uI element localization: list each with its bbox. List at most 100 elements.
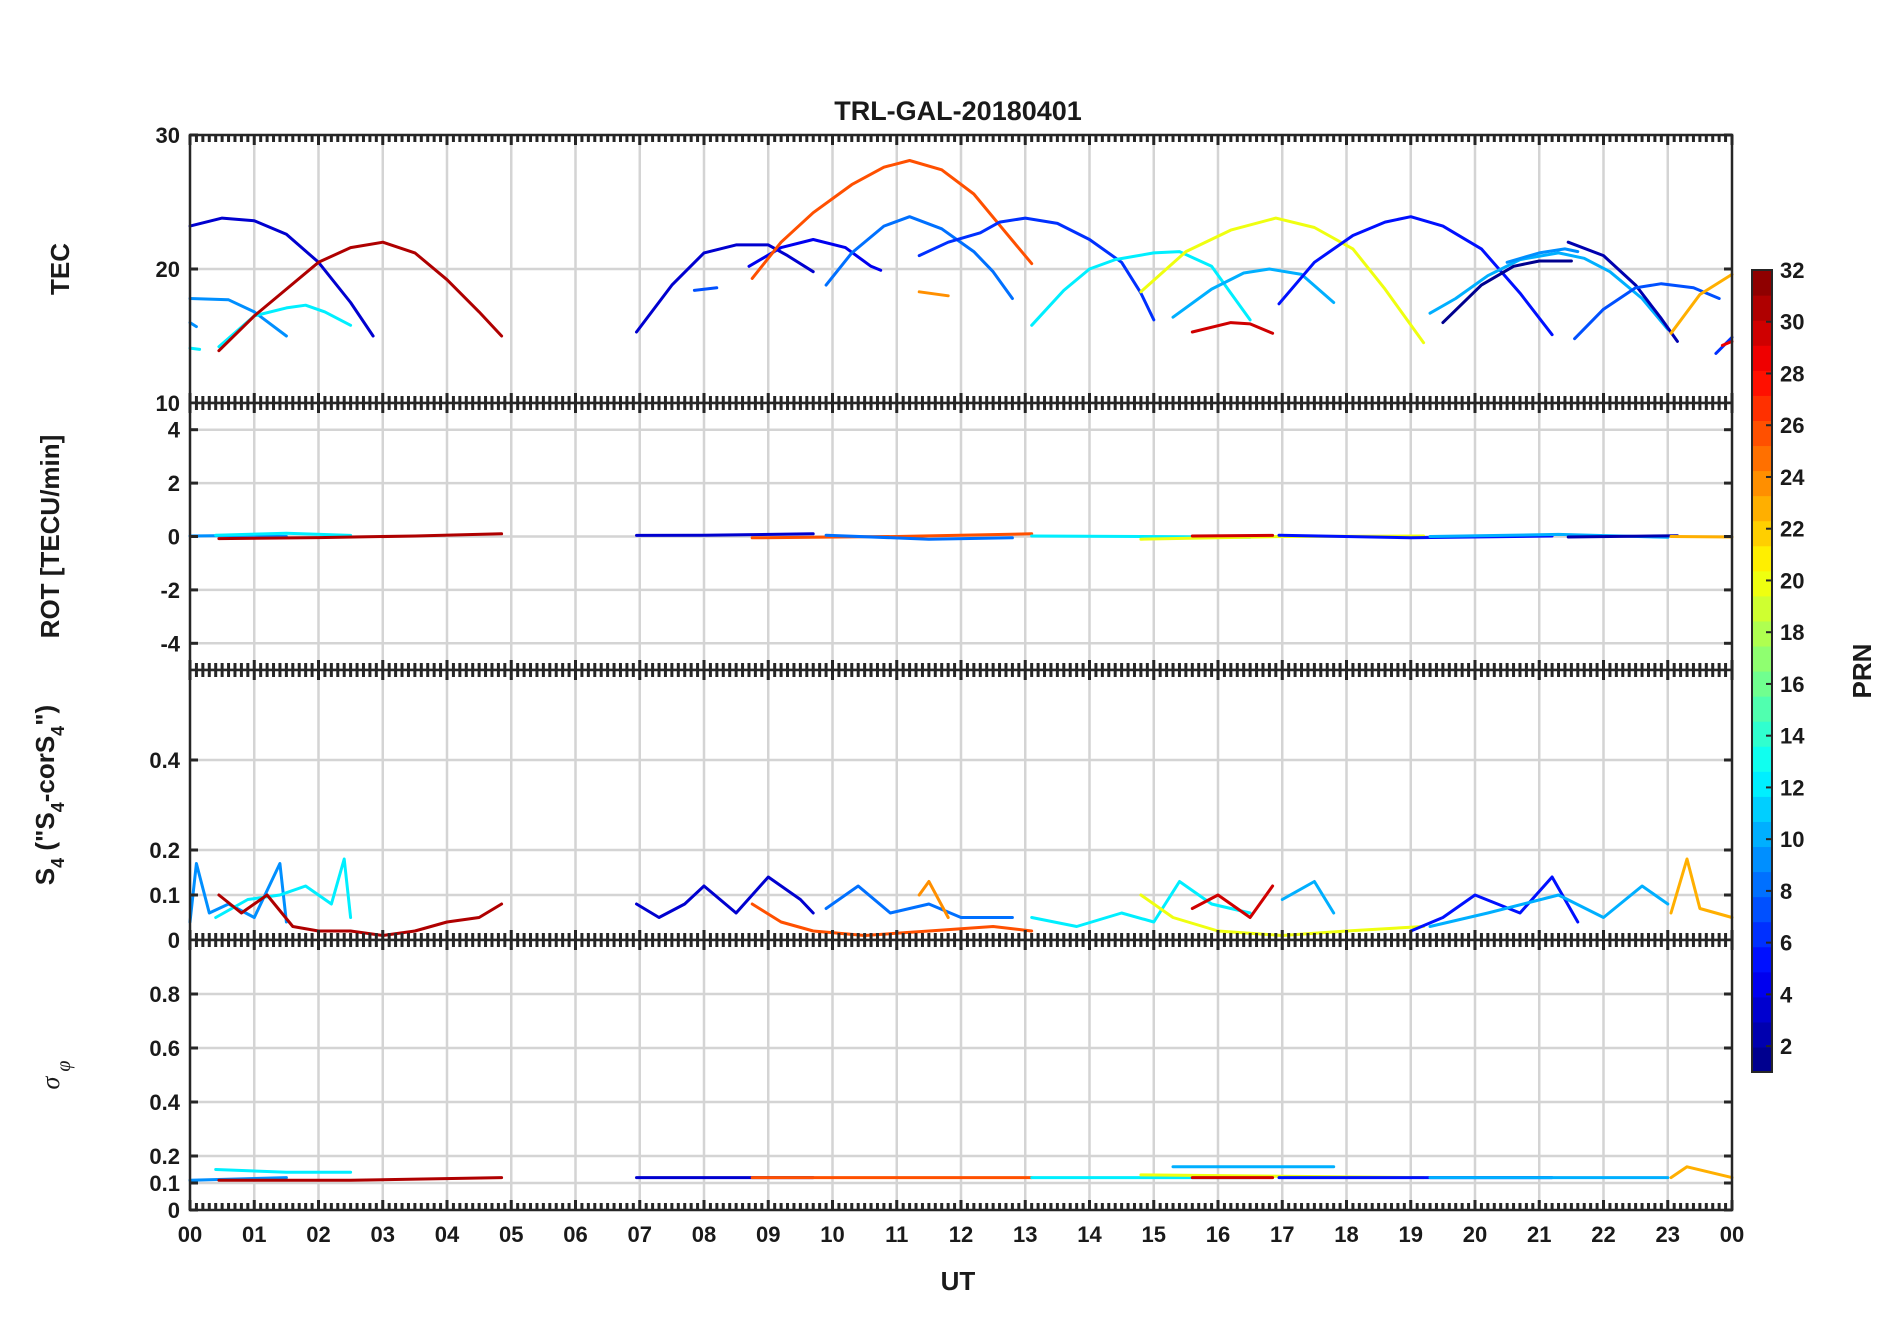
colorbar-segment: [1752, 746, 1772, 772]
colorbar-segment: [1752, 645, 1772, 672]
x-tick-label: 17: [1270, 1222, 1294, 1247]
series-line-prn-12: [188, 346, 202, 351]
y-tick-label: 2: [168, 471, 180, 496]
series-line-prn-20: [1139, 216, 1426, 345]
series-line-prn-8: [824, 215, 1014, 300]
colorbar-segment: [1752, 495, 1772, 522]
x-tick-label: 06: [563, 1222, 587, 1247]
x-tick-label: 21: [1527, 1222, 1551, 1247]
colorbar-segment: [1752, 871, 1772, 898]
series-line-prn-10: [1428, 884, 1670, 928]
y-axis-label-part: 4: [48, 858, 68, 868]
colorbar-segment: [1752, 946, 1772, 973]
series-line-prn-12: [1030, 880, 1252, 928]
series-line-prn-3: [635, 532, 815, 537]
series-line-prn-7: [1573, 282, 1721, 341]
colorbar-segment: [1752, 520, 1772, 547]
chart-title: TRL-GAL-20180401: [834, 96, 1082, 126]
y-tick-label: 0: [168, 1198, 180, 1223]
y-tick-label: 0.6: [149, 1036, 180, 1061]
colorbar-segment: [1752, 721, 1772, 747]
x-tick-label: 00: [1720, 1222, 1744, 1247]
colorbar-segment: [1752, 595, 1772, 622]
x-tick-label: 15: [1142, 1222, 1166, 1247]
y-axis-label-part: ("S: [30, 812, 60, 858]
colorbar-segment: [1752, 696, 1772, 722]
x-axis-label: UT: [941, 1266, 976, 1296]
colorbar-segment: [1752, 921, 1772, 948]
x-tick-label: 14: [1077, 1222, 1102, 1247]
colorbar-tick-label: 24: [1780, 465, 1805, 490]
colorbar-tick-label: 12: [1780, 775, 1804, 800]
x-tick-label: 16: [1206, 1222, 1230, 1247]
series-line-prn-31: [217, 893, 504, 937]
series-line-prn-12: [214, 857, 353, 919]
colorbar-tick-label: 26: [1780, 413, 1804, 438]
series-line-prn-23: [1669, 857, 1734, 919]
x-tick-label: 22: [1591, 1222, 1615, 1247]
colorbar-tick-label: 10: [1780, 827, 1804, 852]
y-tick-label: 0.2: [149, 1144, 180, 1169]
series-line-prn-3: [188, 216, 375, 338]
y-axis-label: TEC: [45, 243, 75, 295]
colorbar-segment: [1752, 295, 1772, 321]
x-tick-label: 02: [306, 1222, 330, 1247]
series-line-prn-12: [214, 1168, 353, 1174]
colorbar-tick-label: 20: [1780, 568, 1804, 593]
series-line-prn-30: [1190, 884, 1275, 919]
series-line-prn-12: [214, 531, 353, 537]
y-tick-label: 0.4: [149, 748, 180, 773]
colorbar-segment: [1752, 345, 1772, 371]
colorbar-segment: [1752, 971, 1772, 998]
colorbar-tick-label: 8: [1780, 879, 1792, 904]
y-tick-label: 0.8: [149, 982, 180, 1007]
colorbar-segment: [1752, 846, 1772, 873]
panel-rot: -4 -2 0 2 4 ROT [TECU/min]: [35, 401, 1734, 672]
y-axis-label-part: -corS: [30, 736, 60, 802]
y-tick-label: -4: [160, 631, 180, 656]
series-line-prn-7: [692, 286, 719, 292]
series-line-prn-31: [217, 532, 504, 541]
y-tick-label: 0.1: [149, 1171, 180, 1196]
y-axis-label-part: 4: [48, 802, 68, 812]
x-ticks: [188, 940, 1734, 1210]
colorbar-segment: [1752, 370, 1772, 396]
panel-s4: 00.10.20.4S4 ("S4-corS4"): [30, 668, 1734, 953]
colorbar-segment: [1752, 445, 1772, 472]
x-tick-label: 04: [435, 1222, 460, 1247]
series-line-prn-2: [1566, 240, 1679, 343]
series-line-prn-10: [1171, 267, 1336, 319]
x-tick-label: 20: [1463, 1222, 1487, 1247]
y-axis-label-part: 4: [48, 726, 68, 736]
x-tick-label: 09: [756, 1222, 780, 1247]
series-line-prn-23: [1669, 1165, 1734, 1180]
grid: [190, 670, 1732, 940]
series-line-prn-29: [1720, 339, 1734, 347]
colorbar-segment: [1752, 996, 1772, 1023]
x-ticks: [188, 135, 1734, 403]
y-tick-label: 30: [156, 123, 180, 148]
y-tick-label: 0: [168, 928, 180, 953]
colorbar-label: PRN: [1847, 644, 1877, 699]
y-axis-label-part: φ: [53, 1061, 75, 1077]
colorbar-segment: [1752, 470, 1772, 497]
y-axis-label-part: "): [30, 705, 60, 726]
y-tick-label: 0.2: [149, 838, 180, 863]
x-tick-label: 23: [1656, 1222, 1680, 1247]
series-line-prn-26: [750, 159, 1034, 280]
colorbar-tick-label: 4: [1780, 982, 1793, 1007]
colorbar-tick-label: 6: [1780, 931, 1792, 956]
y-axis-label-part: S: [30, 868, 60, 885]
y-tick-label: 0: [168, 525, 180, 550]
x-tick-label: 11: [885, 1222, 908, 1247]
series-line-prn-24: [917, 880, 950, 919]
colorbar-tick-label: 18: [1780, 620, 1804, 645]
series-group: [188, 1165, 1734, 1182]
series-line-prn-8: [824, 533, 1014, 541]
y-axis-label: σ φ: [36, 1061, 75, 1090]
x-tick-label: 00: [178, 1222, 202, 1247]
series-group: [188, 159, 1734, 355]
colorbar-segment: [1752, 270, 1772, 296]
